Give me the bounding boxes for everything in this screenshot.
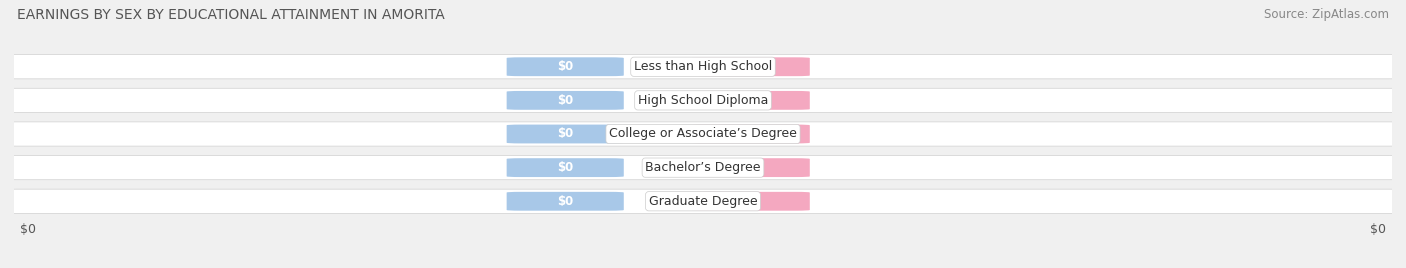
Text: Source: ZipAtlas.com: Source: ZipAtlas.com bbox=[1264, 8, 1389, 21]
Text: $0: $0 bbox=[744, 128, 759, 140]
FancyBboxPatch shape bbox=[693, 125, 810, 143]
FancyBboxPatch shape bbox=[506, 158, 624, 177]
FancyBboxPatch shape bbox=[506, 192, 624, 211]
FancyBboxPatch shape bbox=[0, 189, 1406, 213]
Text: $0: $0 bbox=[744, 195, 759, 208]
FancyBboxPatch shape bbox=[693, 57, 810, 76]
Text: Less than High School: Less than High School bbox=[634, 60, 772, 73]
Text: Bachelor’s Degree: Bachelor’s Degree bbox=[645, 161, 761, 174]
Text: $0: $0 bbox=[557, 161, 574, 174]
Text: High School Diploma: High School Diploma bbox=[638, 94, 768, 107]
FancyBboxPatch shape bbox=[0, 88, 1406, 113]
Text: $0: $0 bbox=[557, 60, 574, 73]
FancyBboxPatch shape bbox=[0, 155, 1406, 180]
Text: EARNINGS BY SEX BY EDUCATIONAL ATTAINMENT IN AMORITA: EARNINGS BY SEX BY EDUCATIONAL ATTAINMEN… bbox=[17, 8, 444, 22]
FancyBboxPatch shape bbox=[693, 192, 810, 211]
Text: College or Associate’s Degree: College or Associate’s Degree bbox=[609, 128, 797, 140]
Text: $0: $0 bbox=[744, 161, 759, 174]
FancyBboxPatch shape bbox=[0, 122, 1406, 146]
FancyBboxPatch shape bbox=[693, 91, 810, 110]
Text: $0: $0 bbox=[557, 128, 574, 140]
Text: Graduate Degree: Graduate Degree bbox=[648, 195, 758, 208]
Text: $0: $0 bbox=[744, 94, 759, 107]
Text: $0: $0 bbox=[557, 195, 574, 208]
FancyBboxPatch shape bbox=[693, 158, 810, 177]
FancyBboxPatch shape bbox=[506, 125, 624, 143]
FancyBboxPatch shape bbox=[0, 55, 1406, 79]
FancyBboxPatch shape bbox=[506, 57, 624, 76]
Text: $0: $0 bbox=[744, 60, 759, 73]
Text: $0: $0 bbox=[557, 94, 574, 107]
FancyBboxPatch shape bbox=[506, 91, 624, 110]
